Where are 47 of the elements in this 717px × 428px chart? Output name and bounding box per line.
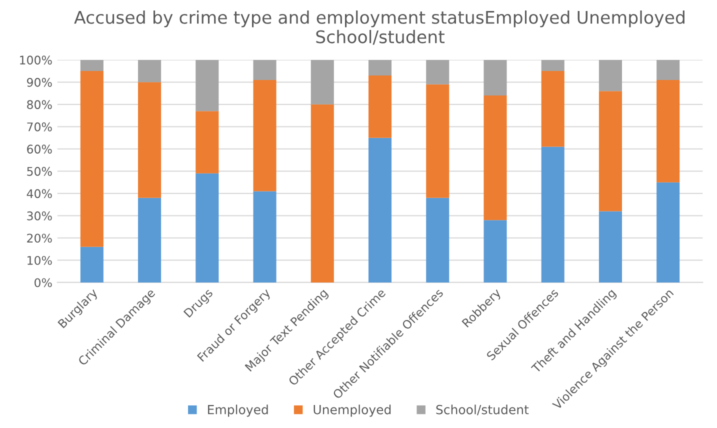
chart-title: Accused by crime type and employment statusEmployed Unemployed School/student bbox=[74, 10, 684, 45]
legend-label: School/student bbox=[436, 404, 529, 416]
bar bbox=[484, 96, 507, 220]
bar bbox=[368, 138, 392, 282]
bar bbox=[484, 220, 507, 282]
bar bbox=[310, 104, 334, 282]
bar bbox=[598, 211, 622, 282]
bar bbox=[426, 60, 450, 84]
bar bbox=[598, 91, 622, 212]
bar bbox=[253, 60, 276, 80]
bar bbox=[196, 60, 219, 112]
bar bbox=[598, 60, 622, 92]
bar bbox=[138, 60, 162, 82]
bar bbox=[541, 71, 564, 147]
bar bbox=[368, 76, 392, 138]
bar bbox=[426, 84, 450, 198]
y-tick-label: 70% bbox=[27, 122, 52, 132]
bar bbox=[541, 60, 564, 72]
y-tick-label: 10% bbox=[28, 256, 52, 265]
bar bbox=[426, 198, 450, 282]
bar bbox=[484, 60, 507, 96]
bar bbox=[656, 80, 680, 182]
bar bbox=[541, 146, 564, 282]
bar bbox=[80, 60, 104, 72]
legend-label: Unemployed bbox=[314, 404, 391, 417]
bar bbox=[196, 111, 219, 174]
y-tick-label: 80% bbox=[27, 100, 52, 110]
bar bbox=[253, 191, 276, 282]
bar bbox=[310, 60, 334, 104]
bar bbox=[80, 246, 104, 282]
y-tick-label: 60% bbox=[27, 144, 52, 154]
y-tick-label: 20% bbox=[27, 234, 52, 243]
bar bbox=[196, 173, 219, 282]
bar bbox=[656, 182, 680, 282]
bar bbox=[138, 82, 162, 198]
y-tick-label: 90% bbox=[27, 78, 52, 87]
bar bbox=[80, 71, 104, 247]
bar bbox=[656, 60, 680, 80]
legend-label: Employed bbox=[208, 404, 268, 417]
y-tick-label: 40% bbox=[26, 189, 52, 198]
y-tick-label: 100% bbox=[20, 56, 52, 65]
bar bbox=[253, 80, 276, 192]
y-tick-label: 50% bbox=[27, 166, 52, 176]
bar bbox=[138, 198, 162, 282]
y-tick-label: 0% bbox=[34, 278, 52, 288]
y-tick-label: 30% bbox=[27, 211, 52, 220]
bar bbox=[368, 60, 392, 76]
